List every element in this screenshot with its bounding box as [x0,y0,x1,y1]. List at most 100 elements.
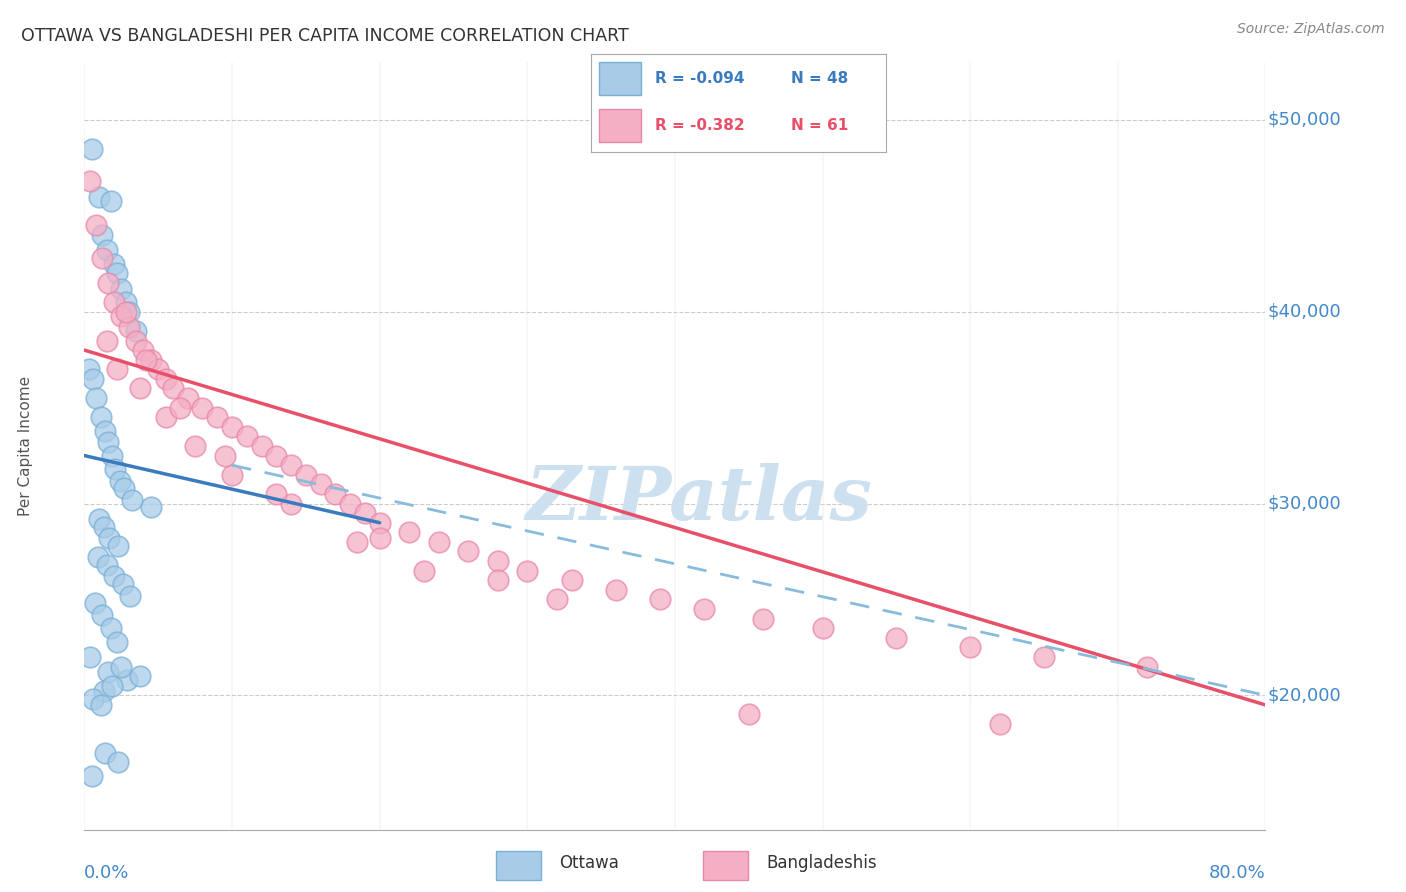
Point [79,649,101,664]
Point [561,573,583,587]
Point [107,756,129,770]
Point [120,589,142,603]
Point [214,449,236,463]
Point [82,372,104,386]
Point [339,496,361,510]
Point [309,477,332,491]
Point [118,320,141,334]
Point [457,544,479,558]
Point [114,304,136,318]
Point [87,189,111,203]
Point [91,227,114,242]
Point [139,500,162,515]
Point [486,554,509,568]
Text: $50,000: $50,000 [1268,111,1341,129]
Point [103,569,125,583]
Point [693,602,716,616]
Point [266,487,288,501]
Point [94,746,117,760]
Point [221,419,243,434]
Point [82,692,104,706]
Point [207,410,229,425]
Point [354,506,377,520]
Point [83,596,105,610]
Text: Per Capita Income: Per Capita Income [18,376,32,516]
Point [546,592,568,607]
Point [811,621,834,635]
Point [115,673,138,687]
Point [77,362,100,376]
Point [266,449,288,463]
Text: $20,000: $20,000 [1268,686,1341,705]
Point [959,640,981,655]
Point [79,174,101,188]
Point [80,769,103,783]
Point [103,257,125,271]
Point [87,512,111,526]
Point [886,631,908,645]
Point [96,334,118,348]
Point [139,352,162,367]
Point [413,564,436,578]
Text: Ottawa: Ottawa [560,854,619,872]
Bar [599,110,641,142]
Point [650,592,672,607]
Point [93,684,115,698]
Point [155,410,177,425]
Point [112,481,135,495]
Point [280,458,302,473]
Point [169,401,191,415]
Point [93,519,115,533]
Point [110,659,132,673]
Point [108,474,131,488]
Bar [703,851,748,880]
Point [191,401,214,415]
Bar [599,62,641,95]
Point [129,382,152,396]
Point [132,343,155,357]
Point [105,266,128,280]
Point [110,282,132,296]
Point [96,558,118,572]
Point [427,534,450,549]
Point [96,244,118,258]
Point [162,382,184,396]
Point [148,362,170,376]
Text: R = -0.382: R = -0.382 [655,118,745,133]
Point [86,550,108,565]
Point [100,194,122,208]
Point [111,577,134,591]
Point [129,669,152,683]
Point [250,439,273,453]
Point [135,352,157,367]
Point [125,324,148,338]
Text: $40,000: $40,000 [1268,302,1341,321]
Point [738,707,761,722]
Text: Source: ZipAtlas.com: Source: ZipAtlas.com [1237,22,1385,37]
Point [101,679,124,693]
Point [101,449,124,463]
Point [90,410,112,425]
Point [80,142,103,156]
Point [84,219,107,233]
Point [114,295,136,310]
Point [221,467,243,482]
Point [91,607,114,622]
Point [103,295,125,310]
Point [752,612,775,626]
Point [97,665,120,680]
Point [516,564,538,578]
Point [104,462,127,476]
Point [1033,649,1056,664]
Point [368,531,391,545]
Text: ZIPatlas: ZIPatlas [524,464,872,536]
Point [398,525,420,540]
Point [988,717,1011,731]
Text: Bangladeshis: Bangladeshis [766,854,876,872]
Point [295,467,318,482]
Point [155,372,177,386]
Point [97,276,120,290]
Point [280,496,302,510]
Point [94,424,117,438]
Point [110,309,132,323]
